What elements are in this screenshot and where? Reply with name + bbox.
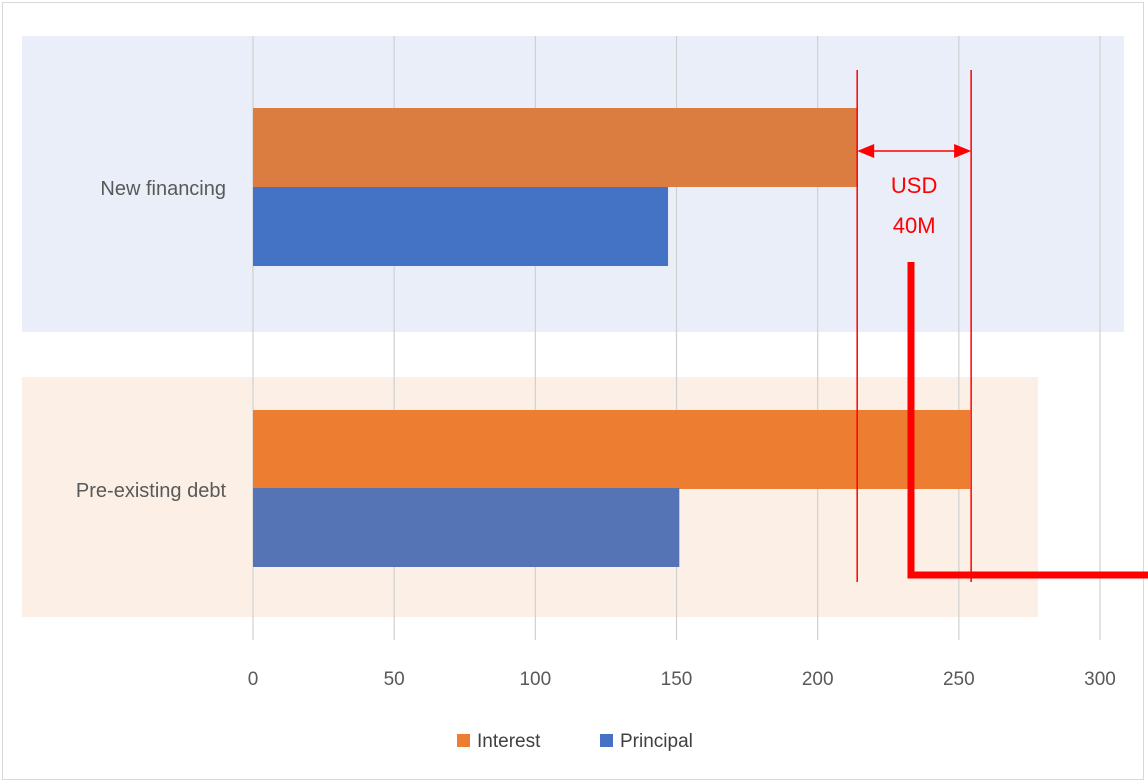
annotation-arrowhead-right [954,144,972,158]
bars [253,108,971,567]
x-axis-tick-labels: 0 50 100 150 200 250 300 [248,669,1116,690]
category-labels: New financing Pre-existing debt [76,178,227,502]
x-tick-label-250: 250 [943,669,975,690]
legend-swatch-interest [457,734,470,747]
legend-label-interest: Interest [477,731,541,752]
annotation-connector [907,262,1148,579]
annotation-label-line-2: 40M [893,213,936,238]
x-tick-label-100: 100 [519,669,551,690]
bar-interest-new-financing [253,108,858,187]
x-tick-label-150: 150 [661,669,693,690]
bar-principal-pre-existing-debt [253,488,680,567]
annotation-arrowhead-left [857,144,875,158]
legend: Interest Principal [457,731,693,752]
bar-principal-new-financing [253,187,669,266]
difference-annotation: USD 40M [856,70,1148,582]
legend-label-principal: Principal [620,731,693,752]
x-tick-label-300: 300 [1084,669,1116,690]
category-label-new-financing: New financing [100,178,226,200]
annotation-label-line-1: USD [891,173,937,198]
category-label-pre-existing-debt: Pre-existing debt [76,480,227,502]
legend-swatch-principal [600,734,613,747]
bar-interest-pre-existing-debt [253,410,971,489]
x-tick-label-200: 200 [802,669,834,690]
x-tick-label-0: 0 [248,669,259,690]
x-tick-label-50: 50 [384,669,405,690]
